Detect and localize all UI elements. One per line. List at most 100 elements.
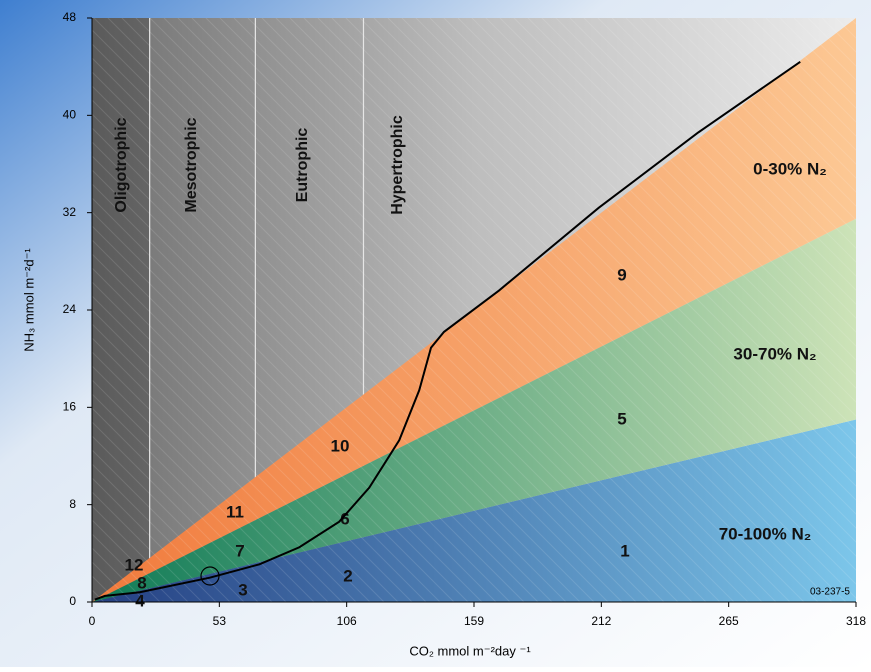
hatch: [597, 18, 856, 277]
hatch: [92, 141, 553, 602]
region-number: 3: [238, 580, 247, 599]
hatch: [92, 197, 497, 602]
hatch: [499, 18, 856, 375]
hatch: [92, 463, 231, 602]
hatch: [93, 18, 679, 602]
hatch: [723, 18, 856, 151]
hatch: [513, 18, 856, 361]
hatch: [92, 477, 217, 602]
x-tick-label: 265: [719, 614, 739, 628]
hatch: [401, 18, 856, 473]
hatch: [92, 113, 581, 602]
region-number: 7: [235, 541, 244, 560]
figure-code: 03-237-5: [810, 587, 850, 598]
hatch: [751, 18, 856, 123]
hatch: [92, 449, 245, 602]
hatch: [289, 18, 856, 585]
hatch: [92, 85, 609, 602]
hatch: [92, 393, 301, 602]
region-number: 4: [135, 591, 145, 610]
hatch: [92, 183, 511, 602]
hatch: [92, 295, 399, 602]
hatch: [92, 351, 343, 602]
hatch: [415, 18, 856, 459]
hatch: [92, 281, 413, 602]
hatch: [163, 18, 749, 602]
hatch: [485, 18, 856, 389]
zone-label: Oligotrophic: [113, 117, 130, 212]
hatch: [205, 18, 791, 602]
region-number: 11: [226, 502, 244, 521]
y-tick-label: 0: [69, 594, 76, 608]
hatch: [373, 18, 856, 501]
y-tick-label: 48: [63, 10, 77, 24]
hatch: [92, 323, 371, 602]
hatch: [233, 18, 819, 602]
region-number: 5: [617, 409, 626, 428]
x-axis-label: CO₂ mmol m⁻²day ⁻¹: [409, 643, 531, 658]
hatch: [359, 18, 856, 515]
hatch: [92, 99, 595, 602]
hatch: [107, 18, 693, 602]
hatch: [92, 253, 441, 602]
y-tick-label: 40: [63, 108, 77, 122]
hatch: [92, 239, 455, 602]
hatch: [149, 18, 735, 602]
region-number: 10: [331, 436, 350, 455]
hatch: [611, 18, 856, 263]
y-tick-label: 24: [63, 302, 77, 316]
hatch: [639, 18, 856, 235]
hatch: [695, 18, 856, 179]
hatch: [92, 365, 329, 602]
hatch: [261, 18, 847, 602]
x-tick-label: 318: [846, 614, 866, 628]
hatch: [92, 309, 385, 602]
hatch: [583, 18, 856, 291]
hatch: [135, 18, 721, 602]
hatch: [443, 18, 856, 431]
hatch: [681, 18, 856, 193]
hatch: [92, 491, 203, 602]
hatch: [92, 155, 539, 602]
hatch: [177, 18, 763, 602]
x-tick-label: 53: [213, 614, 227, 628]
hatch: [92, 267, 427, 602]
y-tick-label: 8: [69, 497, 76, 511]
zone-label: Eutrophic: [294, 128, 311, 203]
region-number: 6: [340, 509, 349, 528]
hatch: [92, 29, 665, 602]
region-label: 70-100% N₂: [719, 524, 812, 543]
region-number: 12: [125, 555, 144, 574]
hatch: [737, 18, 856, 137]
hatch: [275, 18, 856, 599]
region-label: 0-30% N₂: [753, 159, 827, 178]
x-tick-label: 212: [591, 614, 611, 628]
hatch: [92, 169, 525, 602]
hatch: [555, 18, 856, 319]
x-tick-label: 0: [89, 614, 96, 628]
hatch: [191, 18, 777, 602]
y-tick-label: 16: [63, 400, 77, 414]
region-number: 8: [137, 573, 146, 592]
hatch: [92, 127, 567, 602]
y-axis-label: NH₃ mmol m⁻²d⁻¹: [21, 248, 36, 352]
hatch: [219, 18, 805, 602]
hatch: [317, 18, 856, 557]
hatch: [429, 18, 856, 445]
hatch: [92, 225, 469, 602]
highlight-circle: [200, 566, 220, 586]
hatch: [653, 18, 856, 221]
x-tick-label: 159: [464, 614, 484, 628]
hatch: [92, 435, 259, 602]
hatch: [541, 18, 856, 333]
region-number: 2: [343, 566, 352, 585]
hatch: [709, 18, 856, 165]
region-number: 1: [620, 541, 629, 560]
hatch: [527, 18, 856, 347]
hatch: [92, 211, 483, 602]
hatch: [92, 57, 637, 602]
x-tick-label: 106: [337, 614, 357, 628]
hatch: [121, 18, 707, 602]
